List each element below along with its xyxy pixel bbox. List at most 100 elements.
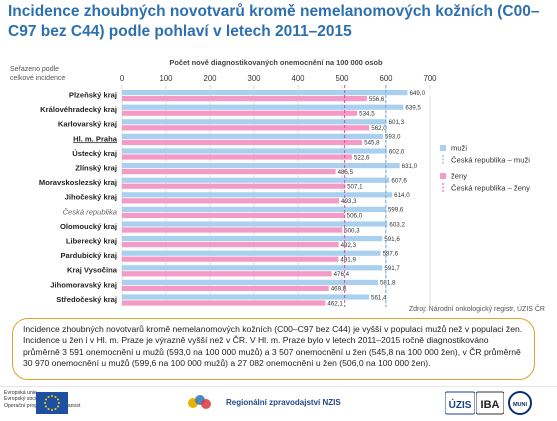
- data-label: 561,4: [371, 294, 387, 301]
- data-label: 581,8: [380, 280, 396, 287]
- data-label: 593,0: [385, 134, 401, 141]
- category-label: Hl. m. Praha: [73, 134, 118, 143]
- x-tick-label: 400: [291, 74, 305, 83]
- data-label: 476,4: [334, 271, 350, 278]
- chart-axis-title: Počet nově diagnostikovaných onemocnění …: [169, 58, 383, 67]
- bar-muzi: [122, 163, 400, 169]
- category-label: Kraj Vysočina: [67, 266, 118, 275]
- data-label-bg: [332, 270, 356, 277]
- data-label-bg: [383, 133, 407, 140]
- x-tick-label: 600: [379, 74, 393, 83]
- bar-zeny: [122, 198, 340, 204]
- legend-muzi-label: muži: [451, 144, 467, 153]
- data-label: 522,6: [354, 154, 370, 161]
- data-label-bg: [408, 89, 432, 96]
- bar-muzi: [122, 104, 404, 110]
- data-label: 491,9: [340, 257, 356, 264]
- data-label-bg: [326, 299, 350, 307]
- data-label-bg: [329, 285, 353, 292]
- category-label: Jihomoravský kraj: [50, 280, 117, 289]
- bar-muzi: [122, 279, 378, 285]
- category-label: Ústecký kraj: [72, 149, 117, 158]
- data-label: 649,0: [410, 90, 426, 97]
- data-label-bg: [343, 226, 367, 234]
- data-label: 591,7: [384, 265, 400, 272]
- bar-zeny: [122, 271, 332, 277]
- footer: Evropská unie Evropský sociální fond Ope…: [0, 386, 557, 419]
- data-label-bg: [363, 139, 387, 146]
- category-label: Zlínský kraj: [75, 164, 117, 173]
- bar-muzi: [122, 192, 393, 198]
- bar-muzi: [122, 265, 383, 271]
- data-label-bg: [336, 168, 360, 175]
- data-label: 631,0: [402, 163, 418, 170]
- eu-flag-icon: [36, 392, 68, 414]
- category-label: Královéhradecký kraj: [40, 105, 117, 114]
- bar-zeny: [122, 183, 346, 189]
- category-label: Liberecký kraj: [66, 237, 117, 246]
- bar-zeny: [122, 154, 352, 160]
- bar-muzi: [122, 148, 387, 154]
- data-label: 607,6: [391, 178, 407, 185]
- muni-logo-icon: MUNI: [507, 390, 533, 421]
- category-label: Česká republika: [63, 207, 117, 216]
- data-label-bg: [340, 197, 364, 204]
- data-label-bg: [383, 235, 407, 242]
- bar-muzi: [122, 221, 388, 227]
- data-label: 562,0: [371, 125, 387, 132]
- x-tick-label: 100: [159, 74, 173, 83]
- x-tick-label: 0: [120, 74, 125, 83]
- eu-text-line: Evropská unie: [4, 390, 37, 396]
- category-label: Moravskoslezský kraj: [39, 178, 117, 187]
- sort-note-line: celkové incidence: [10, 75, 65, 82]
- bar-zeny: [122, 227, 343, 233]
- bar-zeny: [122, 169, 336, 175]
- data-label: 587,6: [383, 251, 399, 258]
- data-label-bg: [352, 153, 376, 161]
- incidence-chart: Počet nově diagnostikovaných onemocnění …: [10, 58, 530, 307]
- data-label: 534,5: [359, 111, 375, 118]
- bar-muzi: [122, 90, 408, 96]
- bar-zeny: [122, 256, 339, 262]
- bar-zeny: [122, 110, 358, 116]
- bar-zeny: [122, 125, 370, 131]
- bar-zeny: [122, 139, 363, 145]
- bar-muzi: [122, 119, 387, 125]
- category-label: Jihočeský kraj: [65, 193, 117, 202]
- data-label-bg: [390, 177, 414, 184]
- data-label: 599,6: [388, 207, 404, 214]
- data-label: 462,1: [327, 300, 343, 307]
- data-label: 506,0: [347, 213, 363, 220]
- category-label: Plzeňský kraj: [69, 91, 117, 100]
- data-label-bg: [370, 124, 394, 131]
- data-label-bg: [345, 212, 369, 219]
- data-label: 639,5: [405, 105, 421, 112]
- data-label-bg: [346, 183, 370, 190]
- data-label-bg: [367, 95, 391, 102]
- data-label: 601,3: [389, 119, 405, 126]
- summary-note: Incidence zhoubných novotvarů kromě neme…: [12, 318, 535, 380]
- data-label: 603,2: [389, 221, 405, 228]
- x-tick-label: 500: [335, 74, 349, 83]
- sort-note-line: Seřazeno podle: [10, 66, 59, 73]
- x-tick-label: 200: [203, 74, 217, 83]
- x-tick-label: 700: [423, 74, 437, 83]
- data-label-bg: [339, 256, 363, 263]
- bar-muzi: [122, 294, 370, 300]
- esf-logo-icon: [187, 393, 213, 413]
- legend-zeny-label: ženy: [451, 172, 467, 181]
- legend-zeny-swatch: [440, 173, 446, 179]
- nzis-label: Regionální zpravodajství NZIS: [226, 398, 341, 407]
- bar-zeny: [122, 285, 329, 291]
- data-label: 500,3: [344, 227, 360, 234]
- eu-text-line: Evropský sociální fond: [4, 396, 56, 403]
- data-label-bg: [378, 279, 402, 286]
- bar-muzi: [122, 236, 383, 242]
- legend-cr-zeny-label: Česká republika – ženy: [451, 184, 530, 193]
- uzis-label: ÚZIS: [449, 398, 472, 411]
- data-label-bg: [383, 264, 407, 271]
- source-note: Zdroj: Národní onkologický registr, ÚZIS…: [408, 306, 545, 313]
- bar-zeny: [122, 242, 339, 248]
- data-label: 485,5: [338, 169, 354, 176]
- category-label: Středočeský kraj: [56, 295, 117, 304]
